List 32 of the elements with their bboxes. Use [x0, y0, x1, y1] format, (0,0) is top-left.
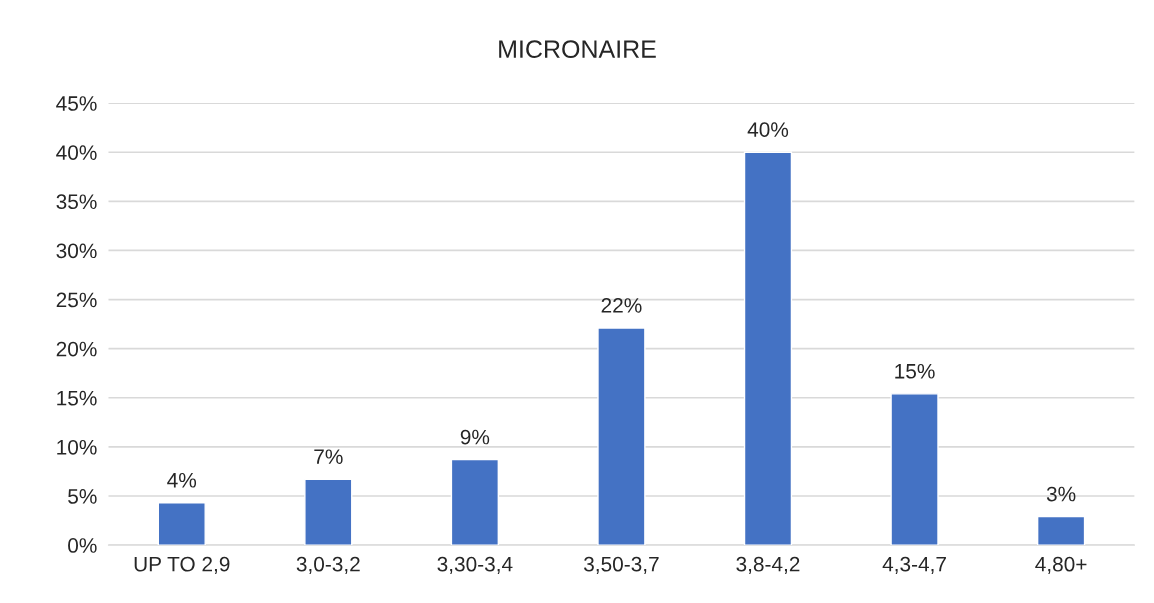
data-label: 3%	[1046, 486, 1076, 502]
y-tick-label: 20%	[56, 341, 97, 357]
x-tick-label: UP TO 2,9	[134, 556, 230, 574]
y-tick-label: 40%	[56, 145, 97, 160]
x-tick-label: 3,0-3,2	[296, 556, 360, 574]
bar	[304, 478, 353, 546]
data-label: 15%	[895, 363, 935, 379]
x-tick-label: 3,50-3,7	[584, 556, 659, 574]
bar	[157, 502, 206, 546]
data-label: 7%	[314, 449, 343, 464]
y-tick-label: 35%	[56, 194, 97, 210]
bar	[890, 393, 939, 546]
chart-title: MICRONAIRE	[499, 40, 656, 58]
bar	[1036, 515, 1086, 546]
y-tick-label: 30%	[56, 243, 97, 259]
x-tick-label: 4,3-4,7	[882, 556, 946, 574]
bar	[597, 327, 646, 546]
y-tick-label: 15%	[57, 390, 97, 406]
data-label: 9%	[460, 429, 490, 445]
x-tick-label: 4,80+	[1035, 556, 1087, 574]
y-tick-label: 25%	[56, 292, 97, 308]
x-tick-label: 3,8-4,2	[736, 556, 800, 574]
bar	[743, 151, 793, 546]
data-label: 4%	[167, 472, 197, 488]
x-tick-label: 3,30-3,4	[437, 556, 513, 574]
y-tick-label: 45%	[56, 96, 97, 111]
data-label: 40%	[747, 122, 789, 137]
y-tick-label: 5%	[68, 489, 97, 504]
bar	[450, 458, 500, 546]
y-tick-label: 10%	[57, 439, 97, 455]
data-label: 22%	[601, 298, 642, 313]
y-tick-label: 0%	[68, 538, 97, 553]
